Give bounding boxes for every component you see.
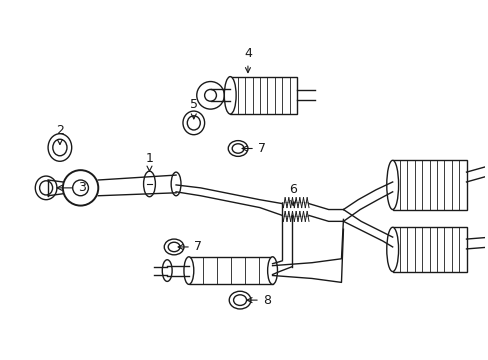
- Ellipse shape: [267, 257, 277, 284]
- Text: 4: 4: [244, 48, 251, 73]
- Bar: [188, 257, 272, 284]
- Ellipse shape: [224, 77, 236, 114]
- Text: 1: 1: [145, 152, 153, 171]
- Ellipse shape: [386, 227, 398, 271]
- Text: 7: 7: [178, 240, 202, 253]
- Text: 6: 6: [289, 183, 297, 206]
- Bar: [392, 160, 466, 210]
- Ellipse shape: [143, 171, 155, 197]
- Text: 8: 8: [246, 294, 270, 307]
- Bar: [392, 227, 466, 271]
- Text: 5: 5: [189, 98, 197, 119]
- Text: 2: 2: [56, 124, 64, 144]
- Ellipse shape: [162, 260, 172, 282]
- Ellipse shape: [386, 160, 398, 210]
- Text: 7: 7: [242, 142, 265, 155]
- Bar: [230, 77, 297, 114]
- Text: 3: 3: [57, 181, 85, 194]
- Ellipse shape: [171, 172, 181, 196]
- Ellipse shape: [183, 257, 193, 284]
